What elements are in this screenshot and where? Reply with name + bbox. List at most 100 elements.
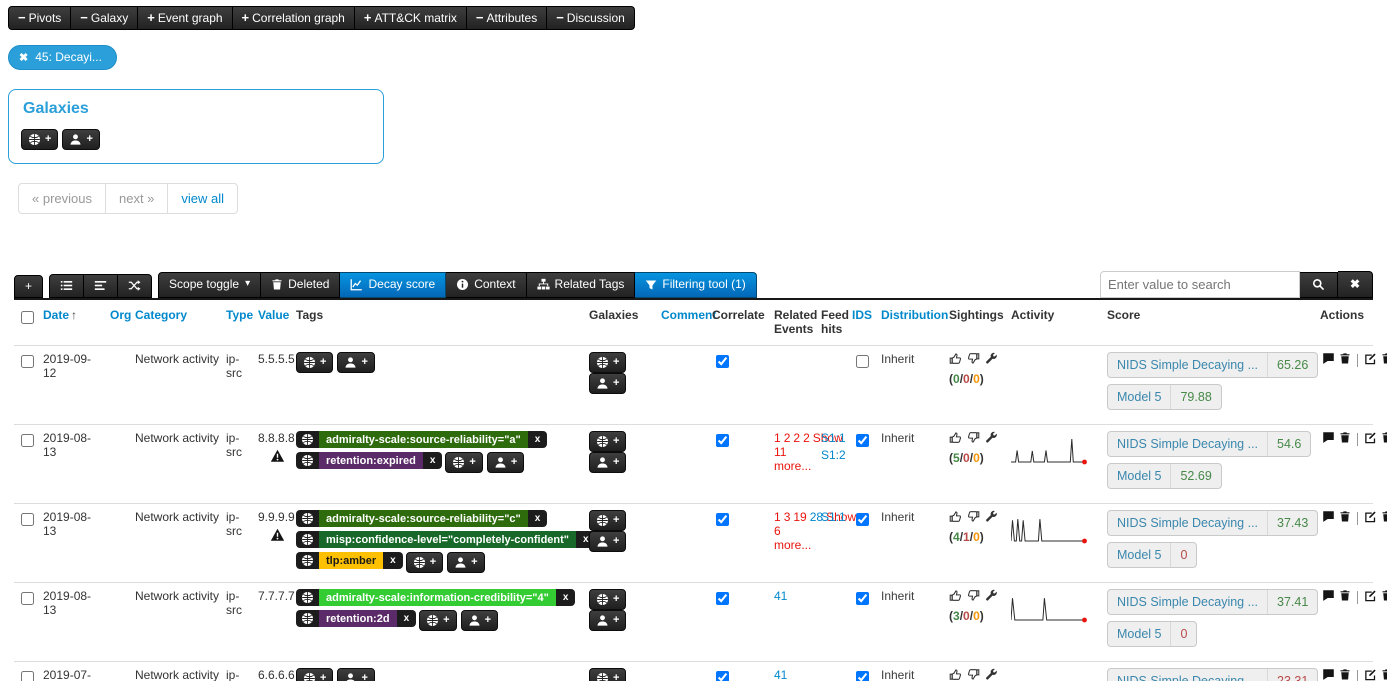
attribute-value[interactable]: 9.9.9.9	[258, 510, 295, 524]
add-tag-button[interactable]: +	[296, 352, 334, 373]
correlate-checkbox[interactable]	[716, 355, 729, 368]
add-false-positive-button[interactable]	[967, 352, 980, 368]
add-false-positive-button[interactable]	[967, 668, 980, 681]
advanced-sightings-button[interactable]	[985, 431, 998, 447]
col-header-date[interactable]: Date ↑	[43, 308, 78, 322]
add-local-tag-button[interactable]: +	[337, 668, 375, 681]
attribute-value[interactable]: 5.5.5.5	[258, 352, 295, 366]
quick-delete-button[interactable]	[1339, 431, 1351, 447]
add-galaxy-button[interactable]: +	[589, 510, 627, 531]
related-event-link[interactable]: 41	[774, 589, 788, 603]
show-more-link[interactable]: Show 6 more...	[774, 510, 857, 552]
tag[interactable]: admiralty-scale:source-reliability="c" x	[296, 510, 548, 527]
add-local-tag-button[interactable]: +	[460, 610, 498, 631]
condensed-view-button[interactable]	[84, 274, 119, 298]
ids-checkbox[interactable]	[856, 513, 869, 526]
correlate-checkbox[interactable]	[716, 434, 729, 447]
tag[interactable]: retention:expired x	[296, 452, 443, 469]
view-all-button[interactable]: view all	[167, 183, 239, 214]
next-page-button[interactable]: next »	[104, 183, 169, 214]
remove-tag-icon[interactable]: x	[534, 513, 541, 524]
clear-search-button[interactable]: ✖	[1337, 271, 1373, 298]
quick-delete-button[interactable]	[1339, 589, 1351, 605]
remove-tag-icon[interactable]: x	[390, 555, 396, 566]
col-header-value[interactable]: Value	[258, 308, 290, 322]
ids-checkbox[interactable]	[856, 355, 869, 368]
remove-tag-icon[interactable]: x	[429, 455, 436, 466]
related-tags-button[interactable]: Related Tags	[526, 272, 636, 298]
tab-attributes[interactable]: − Attributes	[466, 6, 548, 30]
edit-button[interactable]	[1364, 589, 1377, 605]
related-event-link[interactable]: 28	[809, 510, 824, 524]
add-sighting-button[interactable]	[949, 510, 962, 526]
tag[interactable]: misp:confidence-level="completely-confid…	[296, 531, 596, 548]
discussion-button[interactable]	[1322, 589, 1335, 605]
feed-hit-link[interactable]: S1:2	[821, 448, 846, 462]
delete-button[interactable]	[1381, 431, 1387, 447]
add-local-tag-button[interactable]: +	[337, 352, 375, 373]
filtering-tool-button[interactable]: Filtering tool (1)	[635, 272, 757, 298]
add-galaxy-button[interactable]: +	[589, 431, 627, 452]
tag[interactable]: admiralty-scale:source-reliability="a" x	[296, 431, 548, 448]
deleted-button[interactable]: Deleted	[261, 272, 341, 298]
add-false-positive-button[interactable]	[967, 589, 980, 605]
quick-delete-button[interactable]	[1339, 352, 1351, 368]
related-event-link[interactable]: 19	[793, 510, 807, 524]
ids-checkbox[interactable]	[856, 671, 869, 681]
add-galaxy-cluster-button[interactable]: +	[589, 610, 627, 631]
related-event-link[interactable]: 2	[803, 431, 810, 445]
related-event-link[interactable]: 2	[793, 431, 801, 445]
delete-button[interactable]	[1381, 352, 1387, 368]
add-sighting-button[interactable]	[949, 352, 962, 368]
add-tag-button[interactable]: +	[296, 668, 334, 681]
tab-event-graph[interactable]: + Event graph	[138, 6, 233, 30]
col-header-ids[interactable]: IDS	[852, 308, 873, 322]
previous-page-button[interactable]: « previous	[18, 183, 106, 214]
edit-button[interactable]	[1364, 510, 1377, 526]
col-header-org[interactable]: Org	[110, 308, 132, 322]
remove-tag-icon[interactable]: x	[534, 434, 541, 445]
context-button[interactable]: Context	[446, 272, 527, 298]
attribute-value[interactable]: 8.8.8.8	[258, 431, 295, 445]
col-header-category[interactable]: Category	[135, 308, 188, 322]
delete-button[interactable]	[1381, 589, 1387, 605]
tab-correlation-graph[interactable]: + Correlation graph	[232, 6, 355, 30]
add-false-positive-button[interactable]	[967, 510, 980, 526]
search-button[interactable]	[1299, 271, 1338, 298]
tag[interactable]: tlp:amber x	[296, 552, 403, 569]
advanced-sightings-button[interactable]	[985, 668, 998, 681]
row-select-checkbox[interactable]	[21, 592, 34, 605]
remove-tag-icon[interactable]: x	[583, 534, 589, 545]
close-icon[interactable]: ✖	[19, 51, 29, 64]
decay-score-pill[interactable]: NIDS Simple Decaying ... 37.41	[1107, 589, 1319, 615]
advanced-sightings-button[interactable]	[985, 589, 998, 605]
remove-tag-icon[interactable]: x	[403, 613, 410, 624]
correlate-checkbox[interactable]	[716, 592, 729, 605]
quick-delete-button[interactable]	[1339, 510, 1351, 526]
tab-pivots[interactable]: − Pivots	[8, 6, 72, 30]
row-select-checkbox[interactable]	[21, 355, 34, 368]
row-select-checkbox[interactable]	[21, 434, 34, 447]
add-local-tag-button[interactable]: +	[486, 452, 525, 473]
delete-button[interactable]	[1381, 668, 1387, 681]
related-event-link[interactable]: 2	[783, 431, 791, 445]
advanced-sightings-button[interactable]	[985, 352, 998, 368]
related-event-link[interactable]: 3	[783, 510, 791, 524]
decay-score-button[interactable]: Decay score	[340, 272, 447, 298]
add-galaxy-button[interactable]: +	[21, 129, 59, 150]
row-select-checkbox[interactable]	[21, 671, 34, 681]
related-event-link[interactable]: 41	[774, 668, 788, 681]
add-sighting-button[interactable]	[949, 668, 962, 681]
edit-button[interactable]	[1364, 668, 1377, 681]
pivot-pill[interactable]: ✖ 45: Decayi...	[8, 45, 117, 70]
tag[interactable]: admiralty-scale:information-credibility=…	[296, 589, 576, 606]
attribute-value[interactable]: 7.7.7.7	[258, 589, 295, 603]
col-header-type[interactable]: Type	[226, 308, 254, 322]
decay-score-pill[interactable]: NIDS Simple Decaying ... 37.43	[1107, 510, 1319, 536]
add-local-tag-button[interactable]: +	[447, 552, 485, 573]
col-header-comment[interactable]: Comment	[661, 308, 717, 322]
decay-score-pill[interactable]: Model 5 52.69	[1107, 463, 1222, 489]
feed-hit-link[interactable]: S1:1	[821, 510, 846, 524]
tab-att-ck-matrix[interactable]: + ATT&CK matrix	[354, 6, 467, 30]
add-galaxy-button[interactable]: +	[589, 589, 627, 610]
